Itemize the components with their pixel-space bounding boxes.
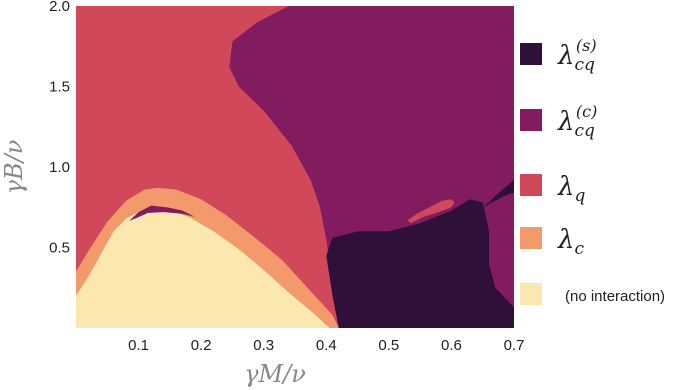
plot-area: [76, 6, 515, 328]
legend-swatch: [520, 283, 542, 305]
legend-label: λc: [557, 225, 584, 259]
region-lambda-cq-s-wedge: [479, 179, 514, 209]
legend-item-c: λc: [520, 225, 584, 259]
x-tick-label: 0.2: [191, 337, 212, 354]
legend-label: λcq(s): [557, 36, 597, 75]
legend-label: λq: [557, 172, 585, 206]
x-tick-label: 0.6: [441, 337, 462, 354]
legend-item-none: (no interaction): [520, 283, 665, 305]
x-tick-label: 0.3: [253, 337, 274, 354]
legend-label: λcq(c): [557, 102, 597, 141]
region-lambda-q-island: [407, 199, 455, 224]
y-tick-label: 1.0: [49, 159, 70, 176]
legend-item-cq-c: λcq(c): [520, 102, 597, 141]
y-tick-label: 1.5: [49, 79, 70, 96]
legend-label: (no interaction): [565, 288, 665, 305]
legend-swatch: [520, 227, 542, 249]
region-no-interaction: [76, 208, 330, 328]
y-axis-ticks: 0.5 1.0 1.5 2.0: [49, 0, 70, 257]
legend-item-q: λq: [520, 172, 585, 206]
x-tick-label: 0.4: [316, 337, 337, 354]
legend-item-cq-s: λcq(s): [520, 36, 597, 75]
x-axis-ticks: 0.1 0.2 0.3 0.4 0.5 0.6 0.7: [128, 337, 524, 354]
region-lambda-cq-c-sliver: [129, 205, 195, 221]
region-lambda-cq-c-inner: [495, 202, 514, 293]
x-tick-label: 0.1: [128, 337, 149, 354]
legend-swatch: [520, 109, 542, 131]
y-axis-label: γB/ν: [0, 140, 28, 195]
region-lambda-cq-s: [326, 199, 514, 328]
y-tick-label: 2.0: [49, 0, 70, 15]
x-tick-label: 0.5: [378, 337, 399, 354]
legend: λcq(s) λcq(c) λq λc (no interaction): [520, 36, 665, 305]
x-axis-label: γM/ν: [244, 360, 306, 388]
legend-swatch: [520, 43, 542, 65]
legend-swatch: [520, 174, 542, 196]
y-tick-label: 0.5: [49, 240, 70, 257]
x-tick-label: 0.7: [504, 337, 525, 354]
